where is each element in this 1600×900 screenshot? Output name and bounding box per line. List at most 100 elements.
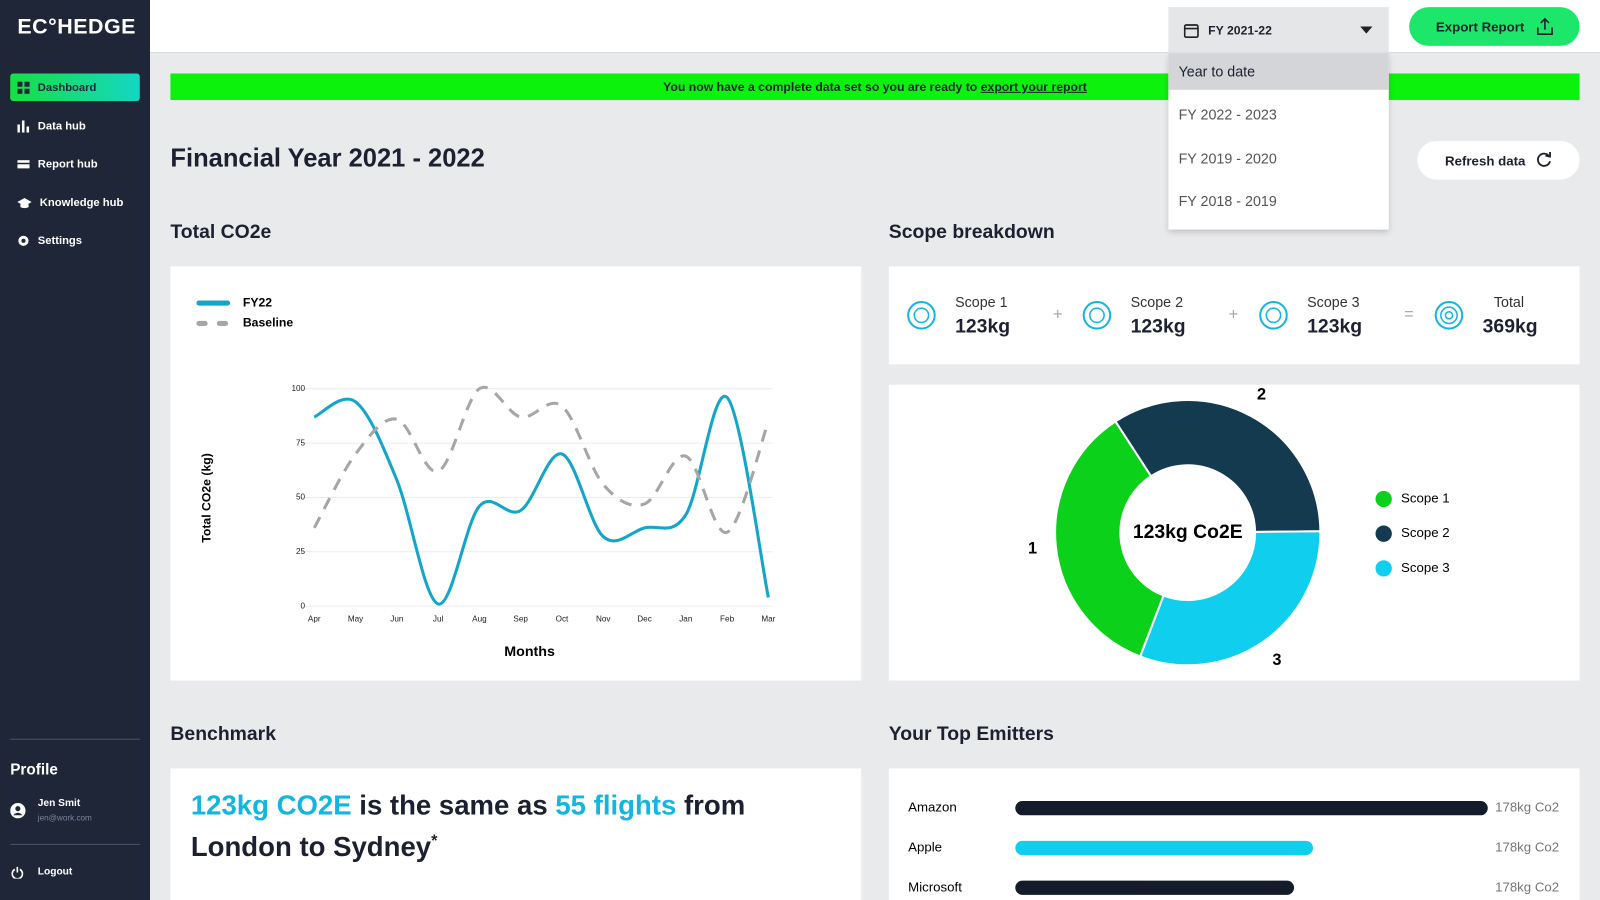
nav-item[interactable]: Knowledge hub xyxy=(10,189,140,217)
amount-label: 178kg Co2 xyxy=(1495,839,1559,854)
x-tick-label: Apr xyxy=(308,615,321,624)
legend-swatch xyxy=(1375,560,1392,577)
y-axis-label: Total CO2e (kg) xyxy=(199,453,213,543)
user-email: jen@work.com xyxy=(37,813,92,823)
emitters-card xyxy=(888,768,1580,900)
x-tick-label: Aug xyxy=(472,615,487,624)
sidebar: EC°HEDGE Dashboard Data hub Report hub K… xyxy=(0,0,150,900)
refresh-button[interactable]: Refresh data xyxy=(1417,140,1580,180)
export-button[interactable]: Export Report xyxy=(1409,7,1580,46)
legend-label: FY22 xyxy=(243,295,272,309)
legend-label: Scope 3 xyxy=(1401,560,1450,575)
profile-title: Profile xyxy=(10,761,58,779)
user-name: Jen Smit xyxy=(37,797,81,810)
amount-label: 178kg Co2 xyxy=(1495,879,1559,894)
bar xyxy=(1015,801,1488,816)
scope-value: 123kg xyxy=(1307,316,1363,338)
total-icon xyxy=(1434,301,1464,330)
nav-item[interactable]: Report hub xyxy=(10,150,140,178)
nav-label: Report hub xyxy=(37,157,98,170)
section-title: Total CO2e xyxy=(170,221,272,243)
section-title: Your Top Emitters xyxy=(888,723,1054,745)
x-tick-label: May xyxy=(348,615,364,624)
y-tick-label: 25 xyxy=(296,547,306,556)
logo[interactable]: EC°HEDGE xyxy=(17,15,136,39)
period-option[interactable]: FY 2018 - 2019 xyxy=(1178,192,1277,210)
y-tick-label: 75 xyxy=(296,438,306,447)
nav-label: Dashboard xyxy=(37,81,97,94)
divider xyxy=(10,738,140,740)
scope-label: Scope 3 xyxy=(1307,293,1360,311)
scope-icon xyxy=(1259,301,1288,330)
period-option[interactable]: Year to date xyxy=(1168,53,1389,90)
avatar-icon xyxy=(10,803,26,819)
legend-label: Scope 2 xyxy=(1401,525,1450,540)
donut-slice xyxy=(1114,398,1322,533)
donut-center-label: 123kg Co2E xyxy=(1133,521,1243,543)
total-label: Total xyxy=(1493,293,1525,311)
segment-label: 3 xyxy=(1272,651,1281,669)
x-tick-label: Jul xyxy=(433,615,444,624)
segment-label: 2 xyxy=(1257,385,1266,403)
benchmark-card xyxy=(170,768,862,900)
logout[interactable]: Logout xyxy=(37,866,73,878)
benchmark-phrase: from London to Sydney xyxy=(190,789,746,863)
y-tick-label: 50 xyxy=(296,493,306,502)
benchmark-text: 123kg CO2E is the same as 55 flights fro… xyxy=(191,788,844,866)
legend-swatch xyxy=(1375,490,1392,508)
nav-label: Knowledge hub xyxy=(39,196,124,209)
segment-label: 1 xyxy=(1028,539,1037,557)
footnote-mark: * xyxy=(431,832,438,850)
period-label: FY 2021-22 xyxy=(1208,22,1272,38)
section-title: Benchmark xyxy=(170,723,277,745)
banner-link[interactable]: export your report xyxy=(980,79,1087,94)
operator: + xyxy=(1228,306,1239,324)
nav-item[interactable]: Dashboard xyxy=(10,73,140,102)
category-label: Apple xyxy=(908,839,942,854)
nav-item[interactable]: Settings xyxy=(10,227,140,255)
donut-slice xyxy=(1054,419,1165,658)
x-tick-label: Nov xyxy=(596,615,611,624)
benchmark-highlight: 55 flights xyxy=(555,789,677,821)
divider xyxy=(10,843,140,845)
benchmark-highlight: 123kg CO2E xyxy=(190,789,352,821)
y-tick-label: 0 xyxy=(301,601,306,610)
scope-value: 123kg xyxy=(955,316,1011,338)
operator: + xyxy=(1053,306,1063,324)
period-option[interactable]: FY 2022 - 2023 xyxy=(1178,106,1277,123)
legend-label: Scope 1 xyxy=(1401,490,1450,505)
scope-card xyxy=(888,266,1580,365)
legend-swatch xyxy=(1375,525,1392,542)
line-series xyxy=(313,394,770,606)
x-tick-label: Jun xyxy=(390,615,403,624)
banner-text: You now have a complete data set so you … xyxy=(663,79,978,94)
category-label: Microsoft xyxy=(908,879,962,894)
period-option[interactable]: FY 2019 - 2020 xyxy=(1178,149,1277,167)
bar xyxy=(1015,880,1295,895)
x-tick-label: Dec xyxy=(637,615,652,624)
x-tick-label: Feb xyxy=(720,615,735,624)
x-tick-label: Sep xyxy=(513,615,528,624)
logout-icon xyxy=(11,866,24,879)
operator: = xyxy=(1404,306,1414,324)
page-title: Financial Year 2021 - 2022 xyxy=(170,143,485,173)
export-label: Export Report xyxy=(1435,18,1525,35)
scope-label: Scope 2 xyxy=(1130,293,1184,311)
period-select[interactable]: FY 2021-22 xyxy=(1168,7,1389,54)
nav-item[interactable]: Data hub xyxy=(10,112,140,140)
y-tick-label: 100 xyxy=(291,384,305,393)
refresh-label: Refresh data xyxy=(1445,152,1526,168)
x-axis-label: Months xyxy=(504,644,555,660)
bar xyxy=(1015,840,1313,856)
section-title: Scope breakdown xyxy=(888,221,1055,243)
scope-label: Scope 1 xyxy=(955,293,1008,311)
legend-label: Baseline xyxy=(243,316,294,330)
x-tick-label: Oct xyxy=(556,615,569,624)
scope-icon xyxy=(1082,301,1112,330)
total-value: 369kg xyxy=(1482,316,1538,338)
nav-label: Settings xyxy=(37,234,83,247)
benchmark-phrase: is the same as xyxy=(359,789,548,821)
